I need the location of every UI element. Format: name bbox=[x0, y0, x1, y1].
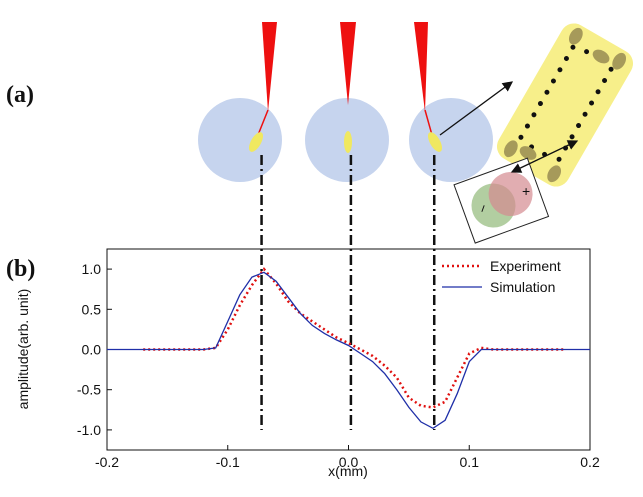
plus-sign: + bbox=[522, 183, 530, 199]
x-tick-label: -0.2 bbox=[95, 454, 119, 470]
x-tick-label: -0.1 bbox=[216, 454, 240, 470]
y-tick-label: 0.5 bbox=[82, 301, 102, 317]
x-tick-label: 0.1 bbox=[460, 454, 480, 470]
sample-disk bbox=[409, 98, 493, 182]
legend-label: Experiment bbox=[490, 258, 561, 274]
diagram: + − bbox=[198, 22, 634, 244]
arrow bbox=[510, 140, 579, 173]
probe-tip bbox=[262, 22, 277, 112]
panel-label: (a) bbox=[6, 82, 34, 108]
sample bbox=[344, 131, 352, 153]
panel-label: (b) bbox=[6, 256, 35, 282]
arrow bbox=[439, 81, 514, 136]
y-tick-label: -0.5 bbox=[77, 382, 101, 398]
probe-wire bbox=[424, 109, 433, 136]
series-line bbox=[107, 271, 590, 430]
y-tick-label: -1.0 bbox=[77, 422, 101, 438]
sample bbox=[249, 132, 263, 152]
y-tick-label: 1.0 bbox=[82, 261, 102, 277]
sample-disk bbox=[198, 98, 282, 182]
probe-tip bbox=[340, 22, 356, 105]
legend-label: Simulation bbox=[490, 279, 555, 295]
sample bbox=[428, 132, 442, 152]
x-axis-label: x(mm) bbox=[328, 463, 368, 479]
x-tick-label: 0.2 bbox=[580, 454, 600, 470]
y-tick-label: 0.0 bbox=[82, 342, 102, 358]
probe-wire bbox=[257, 109, 269, 136]
y-axis-label: amplitude(arb. unit) bbox=[15, 289, 31, 410]
zoom-probe bbox=[453, 157, 550, 244]
probe-tip bbox=[414, 22, 428, 112]
x-tick-label: 0.0 bbox=[339, 454, 359, 470]
